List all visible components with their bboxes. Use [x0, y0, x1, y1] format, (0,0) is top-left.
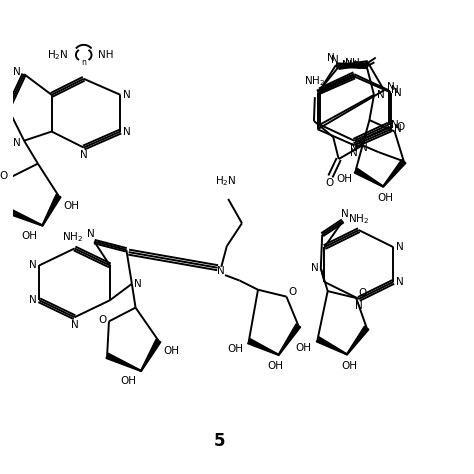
Text: OH: OH — [341, 361, 357, 371]
Polygon shape — [141, 339, 161, 371]
Text: N: N — [29, 295, 36, 305]
Text: OH: OH — [377, 193, 393, 203]
Text: N: N — [122, 127, 130, 137]
Text: N: N — [80, 150, 88, 160]
Text: N: N — [13, 67, 21, 77]
Text: N: N — [360, 144, 367, 154]
Text: N: N — [87, 229, 94, 239]
Text: H$_2$N: H$_2$N — [47, 48, 69, 62]
Text: N: N — [71, 319, 78, 329]
Polygon shape — [9, 209, 43, 226]
Text: 5: 5 — [213, 432, 225, 450]
Polygon shape — [42, 194, 61, 226]
Text: NH$_2$: NH$_2$ — [62, 230, 83, 245]
Polygon shape — [354, 168, 383, 187]
Text: NH$_2$: NH$_2$ — [348, 212, 369, 226]
Text: N: N — [387, 82, 394, 91]
Text: O: O — [396, 122, 405, 132]
Text: N: N — [331, 55, 338, 65]
Text: N: N — [341, 209, 349, 219]
Text: N: N — [350, 143, 358, 153]
Text: N: N — [393, 124, 401, 134]
Polygon shape — [247, 338, 279, 356]
Text: N: N — [393, 88, 401, 98]
Text: N: N — [310, 263, 318, 273]
Text: O: O — [358, 288, 367, 299]
Text: OH: OH — [164, 346, 179, 356]
Text: N: N — [396, 242, 403, 252]
Polygon shape — [346, 326, 369, 355]
Text: N: N — [396, 277, 403, 287]
Polygon shape — [316, 337, 347, 355]
Text: NH$_2$: NH$_2$ — [344, 56, 365, 70]
Text: N: N — [391, 85, 399, 95]
Text: NH$_2$: NH$_2$ — [304, 74, 326, 89]
Text: N: N — [122, 90, 130, 100]
Text: OH: OH — [336, 174, 352, 184]
Text: O: O — [0, 171, 8, 181]
Text: NH: NH — [99, 50, 114, 60]
Text: OH: OH — [64, 201, 79, 211]
Text: OH: OH — [267, 361, 283, 371]
Text: N: N — [376, 90, 384, 100]
Text: OH: OH — [296, 343, 312, 353]
Text: OH: OH — [22, 231, 37, 241]
Text: OH: OH — [227, 344, 243, 355]
Text: O: O — [325, 178, 334, 188]
Text: N: N — [355, 301, 363, 311]
Polygon shape — [383, 160, 406, 187]
Text: H$_2$N: H$_2$N — [215, 174, 237, 188]
Polygon shape — [106, 353, 141, 371]
Text: N: N — [328, 53, 335, 63]
Text: OH: OH — [120, 376, 136, 386]
Text: O: O — [289, 287, 297, 297]
Text: N: N — [135, 279, 142, 289]
Text: N: N — [218, 266, 225, 276]
Text: N: N — [391, 119, 399, 130]
Text: NH$_2$: NH$_2$ — [341, 59, 363, 73]
Text: N: N — [29, 260, 36, 271]
Text: N: N — [350, 147, 358, 158]
Polygon shape — [278, 324, 301, 355]
Text: N: N — [13, 138, 21, 148]
Text: n: n — [82, 58, 86, 67]
Text: H: H — [355, 138, 363, 148]
Text: O: O — [99, 315, 107, 325]
